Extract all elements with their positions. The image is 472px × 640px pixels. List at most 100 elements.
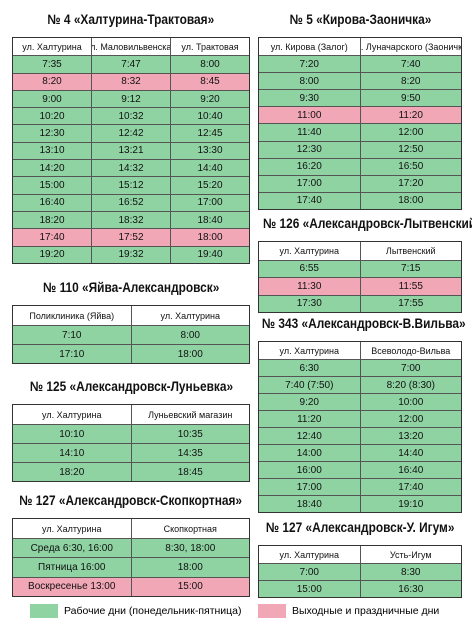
time-cell: 16:40 <box>359 462 462 478</box>
time-cell: Воскресенье 13:00 <box>28 581 116 593</box>
time-cell: 6:30 <box>299 362 319 374</box>
time-cell: 17:40 <box>359 479 462 495</box>
header-cell: ул. Халтурина <box>279 245 339 256</box>
time-row: 9:20 10:00 <box>259 393 461 410</box>
timetable: ул. Халтурина Всеволодо-Вильва 6:30 7:00 7:4… <box>258 341 462 513</box>
time-cell: 11:20 <box>297 413 322 425</box>
time-cell: 7:00 <box>299 566 319 578</box>
time-cell: 10:35 <box>130 425 250 443</box>
table-title: № 5 «Кирова-Заоничка» <box>248 12 472 27</box>
time-cell: 18:00 <box>130 345 250 363</box>
time-cell: 7:40 <box>359 56 462 73</box>
time-cell: Среда 6:30, 16:00 <box>30 542 113 554</box>
time-row: 17:00 17:20 <box>259 174 462 192</box>
title-text: № 125 «Александровск-Луньевка» <box>29 379 233 394</box>
time-row: 14:20 14:32 14:40 <box>13 159 249 177</box>
time-row: 15:00 15:12 15:20 <box>13 176 249 194</box>
legend-label: Выходные и праздничные дни <box>292 605 440 617</box>
timetable: Поликлиника (Яйва) ул. Халтурина 7:10 8:00 1… <box>12 305 250 364</box>
time-row: 18:20 18:45 <box>13 462 249 481</box>
header-row: Поликлиника (Яйва) ул. Халтурина <box>13 306 249 325</box>
header-row: ул. Халтурина Луньевский магазин <box>13 405 249 424</box>
time-cell: 17:20 <box>359 175 462 192</box>
time-cell: 17:10 <box>59 348 85 360</box>
time-cell: 17:00 <box>296 178 322 190</box>
time-cell: 16:40 <box>39 197 65 209</box>
legend-swatch <box>258 604 286 618</box>
title-text: № 126 «Александровск-Лытвенский» <box>262 216 472 231</box>
time-row: 17:40 17:52 18:00 <box>13 228 249 246</box>
timetable: ул. Кирова (Залог) ул. Луначарского (Заон… <box>258 37 462 210</box>
time-cell: 9:00 <box>42 93 62 105</box>
header-cell: ул. Халтурина <box>279 549 339 560</box>
time-cell: 11:00 <box>297 109 322 121</box>
time-cell: 18:00 <box>170 229 249 246</box>
time-row: 14:00 14:40 <box>259 444 461 461</box>
time-cell: 8:32 <box>91 73 170 90</box>
time-cell: 8:00 <box>130 326 250 344</box>
time-cell: 15:12 <box>91 177 170 194</box>
time-row: 16:20 16:50 <box>259 157 461 175</box>
header-cell: Усть-Игум <box>359 546 462 563</box>
time-cell: 18:32 <box>91 211 170 229</box>
time-row: 7:35 7:47 8:00 <box>13 55 249 73</box>
time-cell: 9:20 <box>299 396 319 408</box>
time-row: 11:40 12:00 <box>259 123 461 141</box>
header-row: ул. Кирова (Залог) ул. Луначарского (Заон… <box>259 38 461 56</box>
time-cell: 7:40 (7:50) <box>285 379 334 391</box>
time-cell: 10:20 <box>39 110 65 122</box>
time-cell: 9:20 <box>170 90 249 108</box>
time-cell: 12:42 <box>91 125 170 142</box>
header-cell: Луньевский магазин <box>130 405 250 424</box>
time-cell: Пятница 16:00 <box>38 561 106 573</box>
time-cell: 12:30 <box>39 128 65 140</box>
time-row: 17:00 17:40 <box>259 478 461 495</box>
time-cell: 16:52 <box>91 194 170 211</box>
time-cell: 18:45 <box>130 463 250 481</box>
legend-swatch <box>30 604 58 618</box>
time-cell: 19:10 <box>359 496 462 512</box>
time-row: 10:20 10:32 10:40 <box>13 107 249 125</box>
time-cell: 12:30 <box>296 144 322 156</box>
time-row: 12:30 12:42 12:45 <box>13 124 249 142</box>
table-title: № 126 «Александровск-Лытвенский» <box>248 216 472 231</box>
time-cell: 19:32 <box>91 246 170 263</box>
time-cell: 18:00 <box>359 192 462 209</box>
time-cell: 10:32 <box>91 108 170 125</box>
timetable: ул. Халтурина Луньевский магазин 10:10 10:3… <box>12 404 250 482</box>
time-cell: 17:40 <box>296 195 322 207</box>
time-cell: 8:30, 18:00 <box>130 539 250 558</box>
time-cell: 17:00 <box>170 194 249 211</box>
time-cell: 18:20 <box>59 466 85 478</box>
time-row: Воскресенье 13:00 15:00 <box>13 576 249 596</box>
table-title: № 127 «Александровск-Скопкортная» <box>2 493 260 508</box>
timetable: ул. Халтурина Скопкортная Среда 6:30, 16:0… <box>12 518 250 597</box>
time-row: 12:30 12:50 <box>259 140 462 158</box>
time-row: 6:30 7:00 <box>259 359 461 376</box>
time-cell: 7:10 <box>62 329 82 341</box>
time-row: 9:30 9:50 <box>259 89 461 107</box>
table-title: № 127 «Александровск-У. Игум» <box>248 520 472 535</box>
time-row: 11:00 11:20 <box>259 106 462 124</box>
time-row: 10:10 10:35 <box>13 424 249 443</box>
time-cell: 18:20 <box>39 214 65 226</box>
time-row: Среда 6:30, 16:00 8:30, 18:00 <box>13 538 250 558</box>
time-row: Пятница 16:00 18:00 <box>13 557 249 577</box>
time-cell: 12:50 <box>359 141 462 158</box>
time-cell: 8:20 (8:30) <box>359 377 462 393</box>
time-cell: 11:30 <box>297 280 322 292</box>
title-text: № 4 «Халтурина-Трактовая» <box>47 12 215 27</box>
time-cell: 16:20 <box>296 161 322 173</box>
header-cell: ул. Халтурина <box>279 345 339 356</box>
time-row: 16:40 16:52 17:00 <box>13 193 249 211</box>
time-row: 17:30 17:55 <box>259 294 461 312</box>
header-row: ул. Халтурина Скопкортная <box>13 519 249 539</box>
header-cell: ул. Кирова (Залог) <box>270 41 348 52</box>
time-cell: 7:20 <box>299 58 319 70</box>
time-cell: 12:45 <box>170 125 249 142</box>
time-cell: 15:00 <box>296 583 322 595</box>
time-row: 14:10 14:35 <box>13 443 249 462</box>
time-cell: 11:20 <box>359 107 462 124</box>
